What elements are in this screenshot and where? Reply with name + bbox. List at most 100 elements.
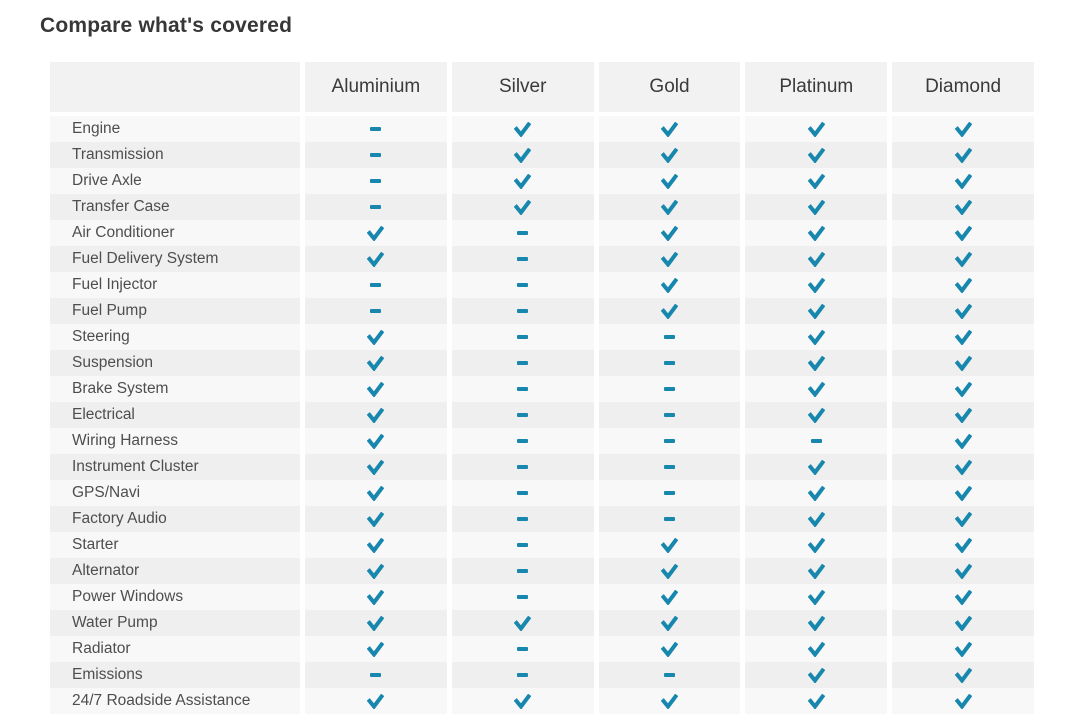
table-cell <box>598 532 741 558</box>
table-cell <box>892 142 1034 168</box>
table-cell <box>305 610 447 636</box>
table-cell <box>745 116 888 142</box>
check-icon <box>954 147 972 163</box>
check-icon <box>367 693 385 709</box>
row-label: 24/7 Roadside Assistance <box>50 688 300 714</box>
table-cell <box>598 376 741 402</box>
row-label: Drive Axle <box>50 168 300 194</box>
table-cell <box>745 272 888 298</box>
table-cell <box>745 688 888 714</box>
table-cell <box>745 142 888 168</box>
dash-icon <box>663 361 675 365</box>
check-icon <box>367 381 385 397</box>
table-row: Power Windows <box>50 584 1034 610</box>
check-icon <box>514 173 532 189</box>
table-cell <box>892 350 1034 376</box>
column-header-diamond: Diamond <box>892 62 1034 112</box>
check-icon <box>954 511 972 527</box>
column-header-aluminium: Aluminium <box>305 62 447 112</box>
table-cell <box>305 532 447 558</box>
dash-icon <box>663 517 675 521</box>
row-label: Radiator <box>50 636 300 662</box>
table-cell <box>451 662 594 688</box>
table-cell <box>892 402 1034 428</box>
check-icon <box>807 693 825 709</box>
table-cell <box>451 558 594 584</box>
check-icon <box>514 147 532 163</box>
check-icon <box>807 199 825 215</box>
table-cell <box>451 376 594 402</box>
check-icon <box>954 121 972 137</box>
table-row: Fuel Injector <box>50 272 1034 298</box>
table-cell <box>451 220 594 246</box>
check-icon <box>367 251 385 267</box>
check-icon <box>367 433 385 449</box>
row-label: Brake System <box>50 376 300 402</box>
table-cell <box>598 246 741 272</box>
check-icon <box>807 277 825 293</box>
check-icon <box>660 641 678 657</box>
check-icon <box>660 693 678 709</box>
check-icon <box>807 121 825 137</box>
table-cell <box>745 662 888 688</box>
table-cell <box>451 506 594 532</box>
table-cell <box>745 168 888 194</box>
dash-icon <box>810 439 822 443</box>
table-cell <box>892 480 1034 506</box>
check-icon <box>954 329 972 345</box>
table-row: Air Conditioner <box>50 220 1034 246</box>
check-icon <box>807 511 825 527</box>
table-row: Emissions <box>50 662 1034 688</box>
dash-icon <box>517 335 529 339</box>
table-cell <box>598 610 741 636</box>
table-cell <box>305 454 447 480</box>
coverage-comparison-table: Aluminium Silver Gold Platinum Diamond Engin… <box>50 62 1034 714</box>
check-icon <box>807 329 825 345</box>
dash-icon <box>663 387 675 391</box>
table-cell <box>598 558 741 584</box>
table-cell <box>598 480 741 506</box>
table-cell <box>305 350 447 376</box>
table-cell <box>745 246 888 272</box>
table-cell <box>305 662 447 688</box>
dash-icon <box>517 231 529 235</box>
check-icon <box>514 615 532 631</box>
table-row: Brake System <box>50 376 1034 402</box>
row-label: Alternator <box>50 558 300 584</box>
table-header-row: Aluminium Silver Gold Platinum Diamond <box>50 62 1034 112</box>
check-icon <box>954 173 972 189</box>
check-icon <box>954 277 972 293</box>
table-cell <box>745 532 888 558</box>
table-cell <box>892 428 1034 454</box>
table-cell <box>305 636 447 662</box>
check-icon <box>367 407 385 423</box>
table-cell <box>451 636 594 662</box>
table-cell <box>305 194 447 220</box>
check-icon <box>807 381 825 397</box>
table-cell <box>451 168 594 194</box>
dash-icon <box>663 439 675 443</box>
check-icon <box>954 225 972 241</box>
row-label: Transmission <box>50 142 300 168</box>
page-title: Compare what's covered <box>40 14 293 37</box>
table-cell <box>892 194 1034 220</box>
check-icon <box>807 537 825 553</box>
table-cell <box>451 246 594 272</box>
dash-icon <box>663 335 675 339</box>
check-icon <box>367 355 385 371</box>
check-icon <box>807 667 825 683</box>
row-label: Power Windows <box>50 584 300 610</box>
table-cell <box>305 688 447 714</box>
table-cell <box>305 168 447 194</box>
table-cell <box>892 662 1034 688</box>
table-cell <box>892 610 1034 636</box>
table-cell <box>598 220 741 246</box>
dash-icon <box>517 491 529 495</box>
check-icon <box>807 641 825 657</box>
table-cell <box>598 662 741 688</box>
table-cell <box>892 220 1034 246</box>
dash-icon <box>517 543 529 547</box>
table-cell <box>892 376 1034 402</box>
table-cell <box>305 480 447 506</box>
check-icon <box>954 355 972 371</box>
